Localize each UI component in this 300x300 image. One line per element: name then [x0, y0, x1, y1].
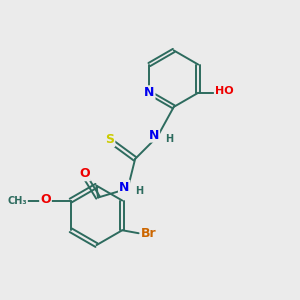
Text: S: S [105, 133, 114, 146]
Text: HO: HO [215, 86, 233, 96]
Text: O: O [40, 193, 51, 206]
Text: Br: Br [141, 227, 157, 240]
Text: O: O [79, 167, 90, 180]
Text: CH₃: CH₃ [8, 196, 27, 206]
Text: N: N [149, 129, 159, 142]
Text: H: H [135, 186, 143, 196]
Text: H: H [165, 134, 173, 144]
Text: N: N [144, 86, 154, 99]
Text: N: N [119, 181, 129, 194]
